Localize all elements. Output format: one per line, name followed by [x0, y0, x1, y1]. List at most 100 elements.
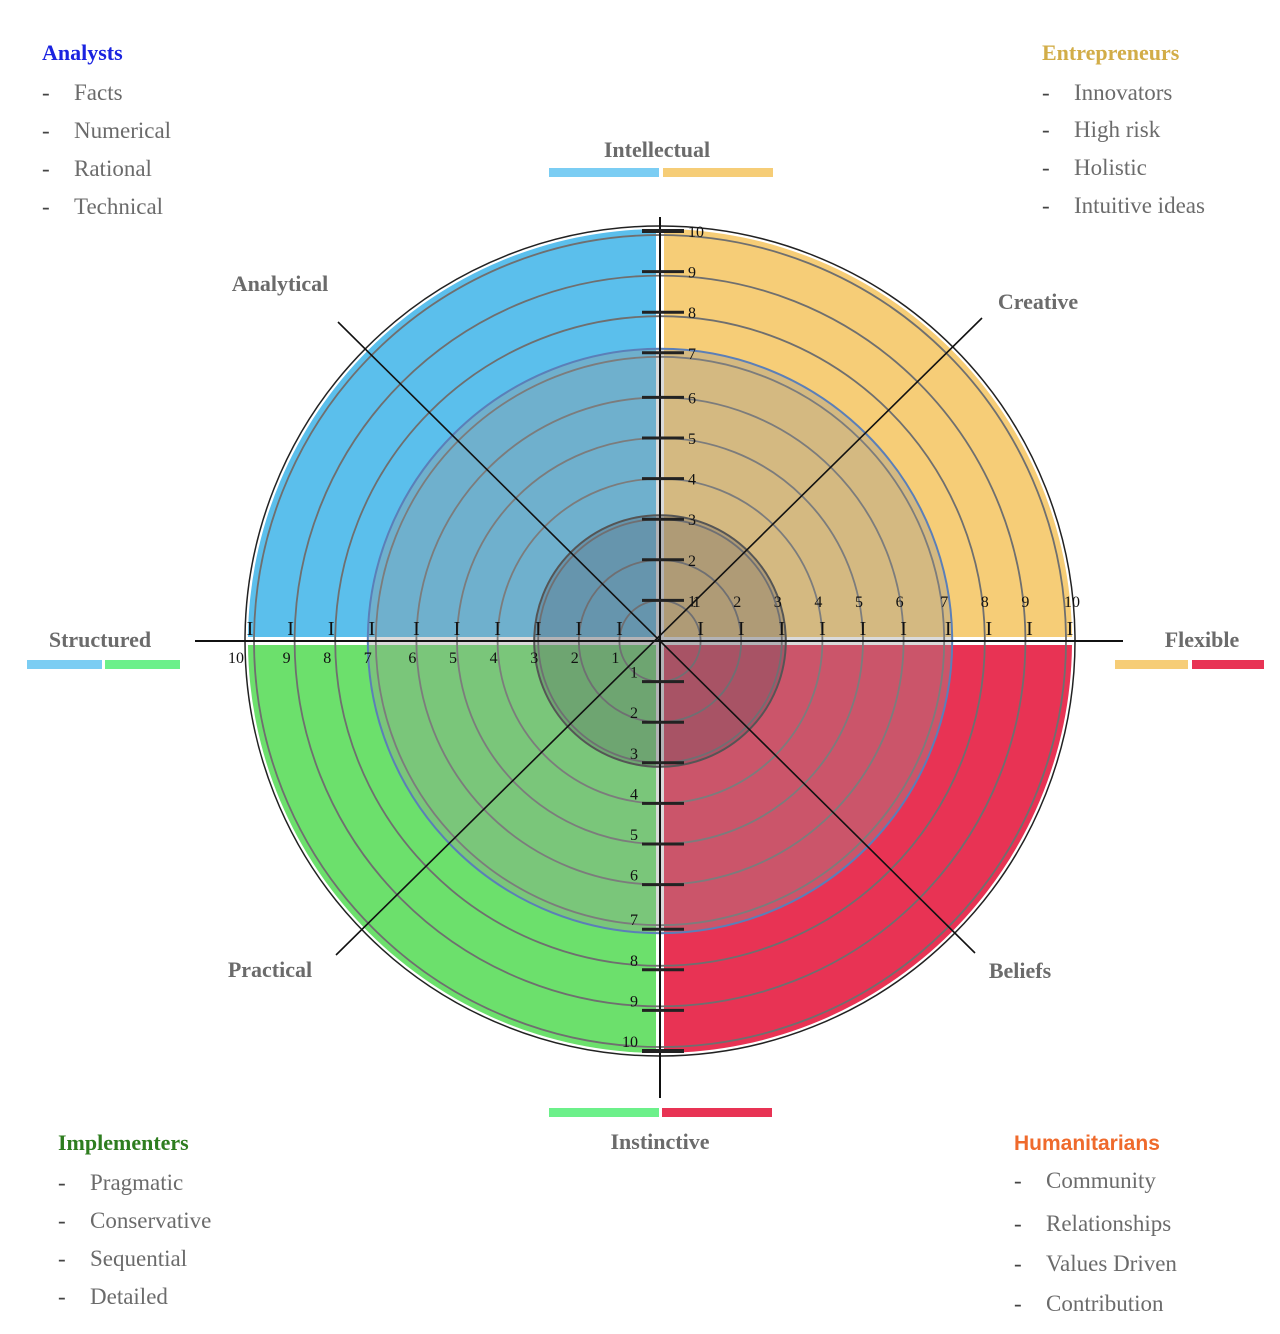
tick-label-right-2: 2: [733, 594, 741, 611]
tick-label-bottom-9: 9: [630, 993, 638, 1010]
axis-label-top-left: Analytical: [232, 271, 329, 296]
left-color-bar-analysts: [27, 660, 102, 669]
diagonal-creative-practical: [335, 317, 983, 956]
list-item: - Numerical: [42, 118, 172, 143]
diagonal-analytical-beliefs: [337, 321, 976, 954]
humanitarians-title: Humanitarians: [1014, 1132, 1160, 1155]
list-item: - Innovators: [1042, 80, 1173, 105]
entrepreneurs-title: Entrepreneurs: [1042, 40, 1180, 65]
tick-label-left-8: 8: [323, 650, 331, 667]
tick-left-2: I: [575, 618, 582, 640]
list-item: - Relationships: [1014, 1211, 1172, 1236]
tick-label-bottom-10: 10: [622, 1034, 638, 1051]
scale-ticks: 11I1I122I2I233I3I344I4I455I5I566I6I677I7…: [228, 224, 1080, 1053]
tick-label-left-3: 3: [530, 650, 538, 667]
list-item: - Technical: [42, 194, 164, 219]
bottom-color-bar-implementers: [549, 1108, 659, 1117]
tick-left-7: I: [368, 618, 375, 640]
axis-label-right: Flexible: [1165, 627, 1240, 652]
tick-label-bottom-7: 7: [630, 912, 638, 929]
list-item: - Pragmatic: [58, 1170, 184, 1195]
list-item: - Rational: [42, 156, 152, 181]
left-color-bar-implementers: [105, 660, 180, 669]
tick-label-bottom-3: 3: [630, 746, 638, 763]
axis-label-bottom-left: Practical: [228, 957, 312, 982]
list-item: - Intuitive ideas: [1042, 193, 1205, 218]
axis-label-top: Intellectual: [604, 137, 710, 162]
tick-label-bottom-6: 6: [630, 868, 638, 885]
tick-label-left-4: 4: [490, 650, 498, 667]
tick-label-bottom-8: 8: [630, 953, 638, 970]
top-color-bar-entrepreneurs: [663, 168, 773, 177]
tick-label-bottom-2: 2: [630, 705, 638, 722]
implementers-legend: Implementers - Pragmatic - Conservative -S…: [58, 1130, 211, 1316]
tick-label-bottom-4: 4: [630, 786, 638, 803]
axis-label-top-right: Creative: [998, 289, 1078, 314]
tick-label-left-5: 5: [449, 650, 457, 667]
entrepreneurs-quadrant: [664, 229, 1072, 637]
tick-left-8: I: [328, 618, 335, 640]
tick-left-6: I: [413, 618, 420, 640]
tick-label-left-6: 6: [408, 650, 416, 667]
tick-label-top-8: 8: [688, 305, 696, 322]
tick-right-5: I: [860, 618, 867, 640]
list-item: - High risk: [1042, 117, 1161, 142]
tick-label-top-2: 2: [688, 553, 696, 570]
humanitarians-list: - Community - Relationships - Values Driven…: [1014, 1164, 1177, 1324]
tick-right-9: I: [1026, 618, 1033, 640]
tick-left-10: I: [247, 618, 254, 640]
analysts-list: - Facts - Numerical - Rational - Technical: [42, 74, 171, 226]
list-item: - Facts: [42, 80, 123, 105]
tick-label-top-1: 1: [688, 593, 696, 610]
tick-label-left-1: 1: [611, 650, 619, 667]
analysts-title: Analysts: [42, 40, 123, 65]
list-item: - Community: [1014, 1168, 1156, 1193]
list-item: - Detailed: [58, 1284, 168, 1309]
implementers-list: - Pragmatic - Conservative - Sequential - De…: [58, 1164, 211, 1316]
list-item: - Values Driven: [1014, 1251, 1177, 1276]
tick-label-right-5: 5: [855, 594, 863, 611]
tick-label-left-10: 10: [228, 650, 244, 667]
tick-label-top-7: 7: [688, 346, 696, 363]
tick-right-1: I: [697, 618, 704, 640]
tick-label-right-10: 10: [1064, 594, 1080, 611]
tick-label-top-9: 9: [688, 265, 696, 282]
axis-label-bottom: Instinctive: [611, 1129, 710, 1154]
tick-label-top-10: 10: [688, 224, 704, 241]
tick-label-right-6: 6: [896, 594, 904, 611]
tick-label-left-7: 7: [364, 650, 372, 667]
tick-right-4: I: [819, 618, 826, 640]
tick-right-2: I: [738, 618, 745, 640]
implementers-title: Implementers: [58, 1130, 189, 1155]
tick-label-left-9: 9: [283, 650, 291, 667]
implementers-quadrant: [248, 645, 656, 1053]
right-color-bar-entrepreneurs: [1115, 660, 1188, 669]
tick-label-left-2: 2: [571, 650, 579, 667]
tick-label-top-4: 4: [688, 472, 696, 489]
tick-left-9: I: [287, 618, 294, 640]
tick-right-6: I: [900, 618, 907, 640]
list-item: - Holistic: [1042, 155, 1147, 180]
tick-label-top-6: 6: [688, 390, 696, 407]
top-color-bar-analysts: [549, 168, 659, 177]
tick-label-right-3: 3: [774, 594, 782, 611]
list-item: - Contribution: [1014, 1291, 1164, 1316]
tick-right-3: I: [778, 618, 785, 640]
analysts-legend: Analysts - Facts - Numerical - Rational - Te…: [42, 40, 171, 226]
tick-left-5: I: [454, 618, 461, 640]
entrepreneurs-legend: Entrepreneurs - Innovators - High risk - Ho…: [1042, 40, 1205, 225]
tick-label-right-9: 9: [1021, 594, 1029, 611]
axis-label-left: Structured: [49, 627, 151, 652]
list-item: - Conservative: [58, 1208, 212, 1233]
tick-label-right-8: 8: [981, 594, 989, 611]
tick-label-right-4: 4: [814, 594, 822, 611]
tick-right-10: I: [1067, 618, 1074, 640]
tick-left-4: I: [494, 618, 501, 640]
entrepreneurs-list: - Innovators - High risk - Holistic - Intuit…: [1042, 74, 1205, 225]
tick-label-right-1: 1: [693, 594, 701, 611]
tick-label-top-3: 3: [688, 512, 696, 529]
list-item: - Sequential: [58, 1246, 188, 1271]
tick-label-bottom-5: 5: [630, 827, 638, 844]
quadrant-fills: [244, 225, 1076, 1057]
